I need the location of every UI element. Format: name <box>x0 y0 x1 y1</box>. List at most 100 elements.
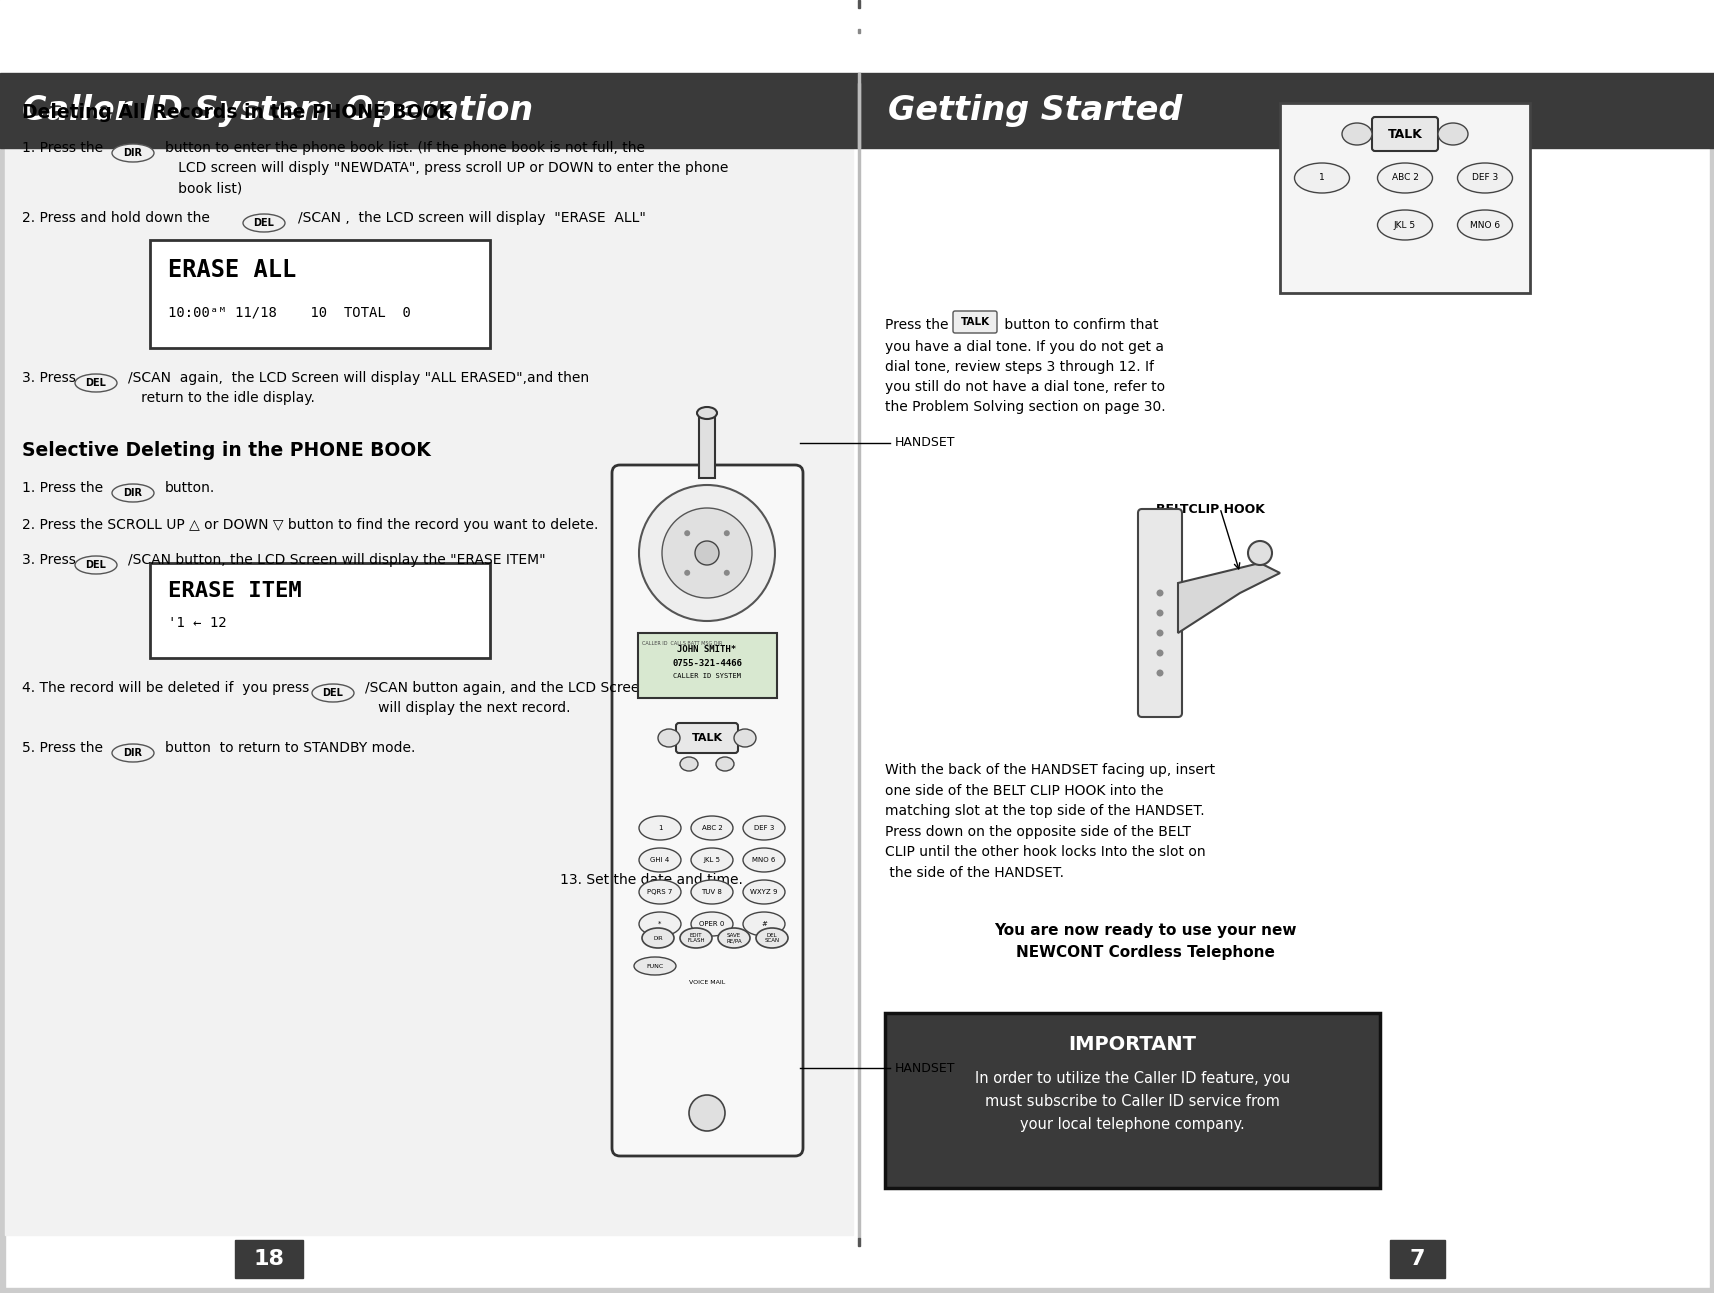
Text: Selective Deleting in the PHONE BOOK: Selective Deleting in the PHONE BOOK <box>22 441 430 460</box>
Ellipse shape <box>1294 163 1349 193</box>
Text: DEL: DEL <box>254 219 274 228</box>
Text: TALK: TALK <box>1387 128 1421 141</box>
Text: button to confirm that: button to confirm that <box>999 318 1159 332</box>
Text: 3. Press: 3. Press <box>22 553 75 568</box>
Circle shape <box>1248 540 1272 565</box>
FancyBboxPatch shape <box>953 312 996 334</box>
Ellipse shape <box>680 756 698 771</box>
Text: TUV 8: TUV 8 <box>701 890 722 895</box>
Circle shape <box>723 570 730 575</box>
Ellipse shape <box>715 756 734 771</box>
Bar <box>5 83 852 1235</box>
Bar <box>0 0 5 1293</box>
Ellipse shape <box>680 928 711 948</box>
Text: DIR: DIR <box>653 936 662 940</box>
Text: button  to return to STANDBY mode.: button to return to STANDBY mode. <box>165 741 415 755</box>
Circle shape <box>1155 670 1162 676</box>
Text: button.: button. <box>165 481 216 495</box>
Circle shape <box>694 540 718 565</box>
Text: TALK: TALK <box>691 733 722 743</box>
Text: BELTCLIP HOOK: BELTCLIP HOOK <box>1155 503 1263 516</box>
Ellipse shape <box>639 816 680 840</box>
Text: 4. The record will be deleted if  you press: 4. The record will be deleted if you pre… <box>22 681 309 696</box>
Text: PQRS 7: PQRS 7 <box>646 890 672 895</box>
Ellipse shape <box>718 928 749 948</box>
Text: /SCAN button, the LCD Screen will display the "ERASE ITEM": /SCAN button, the LCD Screen will displa… <box>129 553 545 568</box>
Bar <box>149 562 490 658</box>
Bar <box>1279 103 1529 294</box>
Text: SAVE
RE/PA: SAVE RE/PA <box>725 932 742 944</box>
Text: DIR: DIR <box>123 747 142 758</box>
Text: DIR: DIR <box>123 487 142 498</box>
Text: FUNC: FUNC <box>646 963 663 968</box>
Text: ERASE ITEM: ERASE ITEM <box>168 581 302 601</box>
Polygon shape <box>1178 562 1279 634</box>
Circle shape <box>723 530 730 537</box>
Ellipse shape <box>658 729 680 747</box>
Text: 18: 18 <box>254 1249 285 1268</box>
Ellipse shape <box>1376 163 1431 193</box>
Text: 3. Press: 3. Press <box>22 371 75 385</box>
Bar <box>0 72 1714 147</box>
Ellipse shape <box>691 912 732 936</box>
Text: /SCAN  again,  the LCD Screen will display "ALL ERASED",and then
   return to th: /SCAN again, the LCD Screen will display… <box>129 371 590 405</box>
Text: 2. Press the SCROLL UP △ or DOWN ▽ button to find the record you want to delete.: 2. Press the SCROLL UP △ or DOWN ▽ butto… <box>22 518 598 531</box>
Text: 7: 7 <box>1409 1249 1424 1268</box>
Ellipse shape <box>75 374 117 392</box>
Text: IMPORTANT: IMPORTANT <box>1068 1034 1196 1054</box>
Text: JKL 5: JKL 5 <box>1393 221 1416 229</box>
Bar <box>638 634 776 698</box>
Bar <box>857 28 859 34</box>
Circle shape <box>684 570 689 575</box>
FancyBboxPatch shape <box>1371 116 1436 151</box>
Text: You are now ready to use your new
NEWCONT Cordless Telephone: You are now ready to use your new NEWCON… <box>992 923 1296 961</box>
Ellipse shape <box>634 957 675 975</box>
Circle shape <box>639 485 775 621</box>
Ellipse shape <box>639 848 680 871</box>
Bar <box>1388 1240 1445 1277</box>
Text: 1: 1 <box>1318 173 1325 182</box>
Text: 2. Press and hold down the: 2. Press and hold down the <box>22 211 209 225</box>
Ellipse shape <box>1376 209 1431 240</box>
Text: DEL: DEL <box>322 688 343 698</box>
Ellipse shape <box>243 215 285 231</box>
Text: 1. Press the: 1. Press the <box>22 141 103 155</box>
Ellipse shape <box>734 729 756 747</box>
Circle shape <box>689 1095 725 1131</box>
Bar <box>1709 0 1714 1293</box>
Text: EDIT
FLASH: EDIT FLASH <box>687 932 704 944</box>
FancyBboxPatch shape <box>675 723 737 753</box>
Text: 5. Press the: 5. Press the <box>22 741 103 755</box>
Ellipse shape <box>756 928 787 948</box>
Bar <box>699 412 715 478</box>
Text: OPER 0: OPER 0 <box>699 921 725 927</box>
Circle shape <box>1155 649 1162 657</box>
Circle shape <box>684 530 689 537</box>
Text: Getting Started: Getting Started <box>888 94 1181 127</box>
Ellipse shape <box>75 556 117 574</box>
Ellipse shape <box>111 144 154 162</box>
Bar <box>857 1237 859 1246</box>
Text: With the back of the HANDSET facing up, insert
one side of the BELT CLIP HOOK in: With the back of the HANDSET facing up, … <box>884 763 1215 881</box>
Ellipse shape <box>111 743 154 762</box>
Ellipse shape <box>1342 123 1371 145</box>
Text: DEL: DEL <box>86 378 106 388</box>
Text: ERASE ALL: ERASE ALL <box>168 259 297 282</box>
Text: GHI 4: GHI 4 <box>650 857 668 862</box>
Text: ABC 2: ABC 2 <box>1390 173 1417 182</box>
Text: *: * <box>658 921 662 927</box>
FancyBboxPatch shape <box>1138 509 1181 718</box>
Ellipse shape <box>312 684 353 702</box>
Text: JOHN SMITH*: JOHN SMITH* <box>677 645 735 654</box>
Text: DEL
SCAN: DEL SCAN <box>764 932 780 944</box>
Text: '1 ← 12: '1 ← 12 <box>168 615 226 630</box>
Ellipse shape <box>742 881 785 904</box>
Bar <box>884 1012 1380 1188</box>
Ellipse shape <box>1436 123 1467 145</box>
Text: #: # <box>761 921 766 927</box>
Text: VOICE MAIL: VOICE MAIL <box>689 980 725 985</box>
Text: HANDSET: HANDSET <box>895 437 955 450</box>
Text: DEF 3: DEF 3 <box>754 825 773 831</box>
Ellipse shape <box>691 816 732 840</box>
Text: Press the: Press the <box>884 318 953 332</box>
